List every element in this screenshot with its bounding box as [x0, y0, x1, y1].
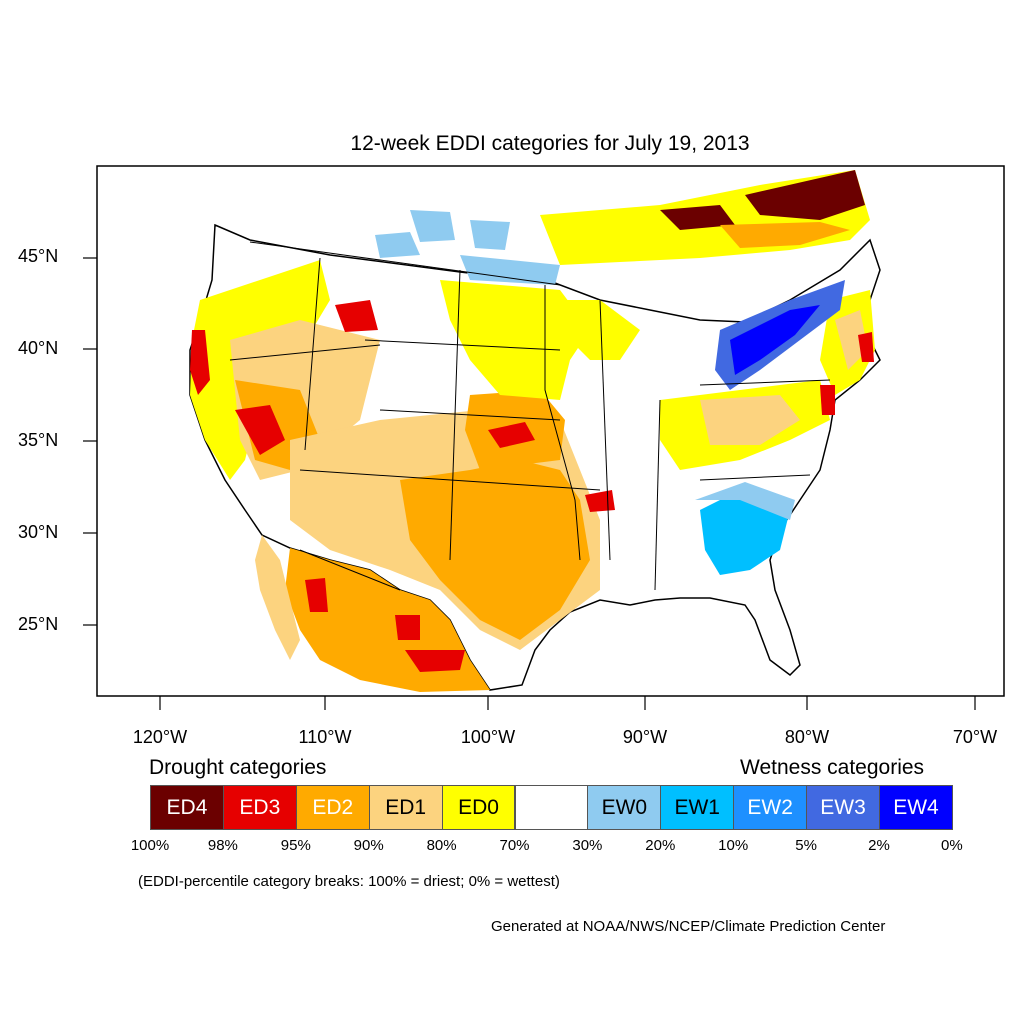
- lat-label: 45°N: [18, 246, 59, 266]
- legend-ew1: EW1: [660, 785, 735, 830]
- southeast-ew1: [700, 490, 790, 575]
- wetness-heading: Wetness categories: [740, 756, 925, 779]
- legend-ew0: EW0: [587, 785, 662, 830]
- kansas-ed3: [488, 422, 535, 448]
- legend-break: 30%: [572, 837, 603, 854]
- lon-label: 120°W: [132, 727, 188, 747]
- legend-break: 95%: [280, 837, 311, 854]
- credit-line: Generated at NOAA/NWS/NCEP/Climate Predi…: [491, 918, 886, 935]
- legend-ew3: EW3: [806, 785, 880, 830]
- canada-ed4: [745, 170, 865, 220]
- dakota-ew0-d: [460, 255, 560, 285]
- baja-landmass: [255, 535, 300, 660]
- lon-label: 100°W: [460, 727, 516, 747]
- legend-ew4: EW4: [879, 785, 953, 830]
- legend-ed0: ED0: [441, 785, 516, 830]
- dakota-ew0-a: [375, 232, 420, 258]
- legend-break: 10%: [718, 837, 749, 854]
- idaho-ed3: [335, 300, 378, 332]
- south-plains-ed2: [400, 460, 590, 640]
- great-lakes-wet-ew4: [730, 305, 820, 375]
- legend-break: 100%: [130, 837, 170, 854]
- map-title: 12-week EDDI categories for July 19, 201…: [350, 132, 750, 155]
- lat-label: 25°N: [18, 614, 59, 634]
- legend-break: 98%: [207, 837, 238, 854]
- legend-normal: [514, 785, 589, 830]
- lat-label: 30°N: [18, 522, 59, 542]
- plains-ed0: [440, 280, 590, 400]
- northeast-ed1: [835, 310, 868, 370]
- sonora-ed3: [305, 578, 328, 612]
- lat-label: 35°N: [18, 430, 59, 450]
- nevada-ed3: [235, 405, 285, 455]
- legend-ed4: ED4: [150, 785, 224, 830]
- lon-label: 90°W: [622, 727, 668, 747]
- legend-break: 20%: [645, 837, 676, 854]
- mexico-ed3-a: [405, 650, 465, 672]
- legend-break: 5%: [795, 837, 817, 854]
- legend-ed1: ED1: [368, 785, 443, 830]
- legend-break: 2%: [868, 837, 890, 854]
- state-borders: [229, 241, 831, 591]
- legend-ed3: ED3: [222, 785, 297, 830]
- lon-label: 80°W: [784, 727, 830, 747]
- nj-ed3: [820, 385, 835, 415]
- lon-label: 110°W: [298, 727, 352, 747]
- lat-label: 40°N: [18, 338, 59, 358]
- legend-break: 80%: [426, 837, 457, 854]
- coast-ed3: [190, 330, 210, 395]
- dakota-ew0-b: [410, 210, 455, 242]
- legend-break: 0%: [941, 837, 963, 854]
- dakota-ew0-c: [470, 220, 510, 250]
- southeast-ew0: [695, 482, 795, 520]
- ma-ed3: [858, 332, 874, 362]
- canada-ed2: [720, 222, 850, 248]
- category-note: (EDDI-percentile category breaks: 100% =…: [138, 873, 560, 890]
- legend-break: 90%: [353, 837, 384, 854]
- drought-heading: Drought categories: [149, 756, 327, 779]
- legend-break: 70%: [499, 837, 530, 854]
- legend-ew2: EW2: [733, 785, 808, 830]
- canada-ed4-west: [660, 205, 735, 230]
- legend-ed2: ED2: [295, 785, 370, 830]
- lon-label: 70°W: [952, 727, 998, 747]
- mexico-ed3-b: [395, 615, 420, 640]
- midwest-ed0: [560, 300, 640, 360]
- ohio-valley-ed1: [700, 395, 800, 445]
